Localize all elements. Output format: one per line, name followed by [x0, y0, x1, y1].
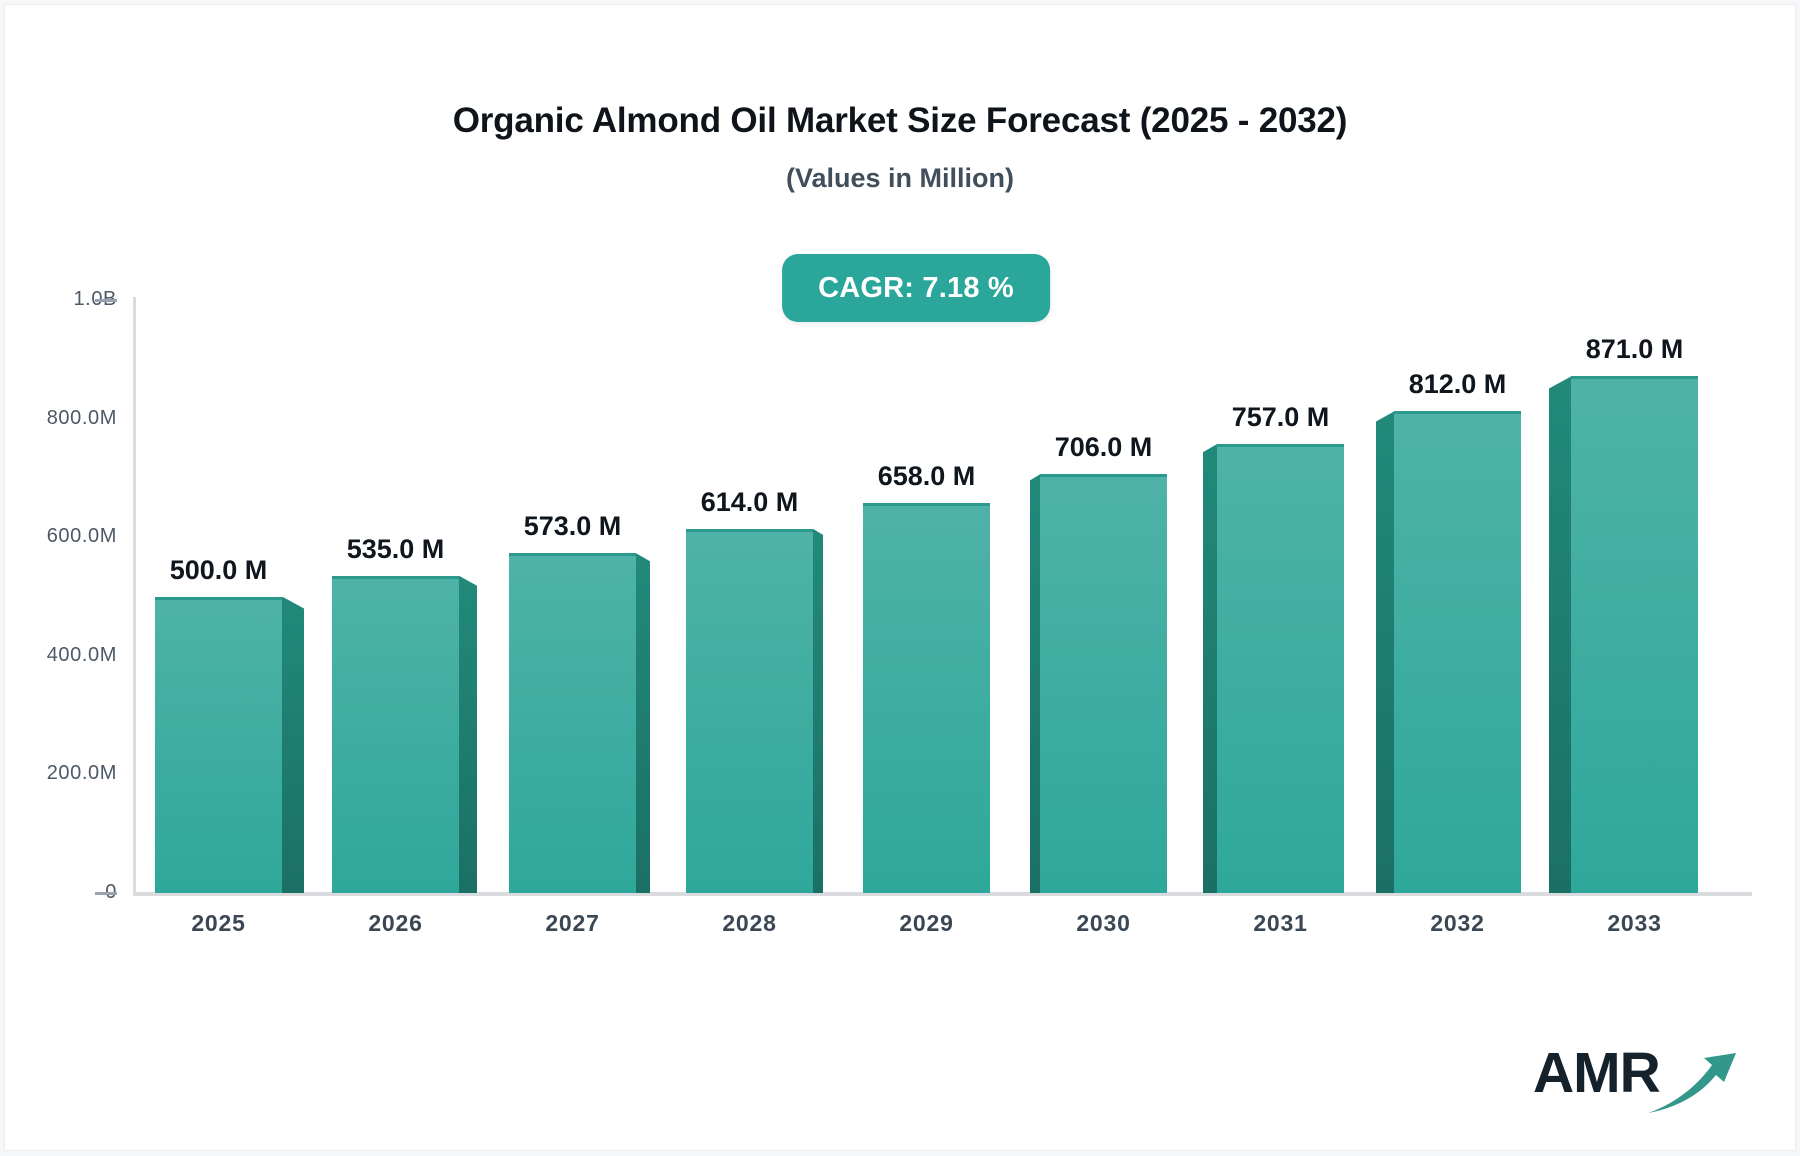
bar	[1571, 376, 1698, 893]
bar-side-face	[459, 575, 477, 893]
bar-side-face	[1376, 411, 1394, 893]
brand-logo-text: AMR	[1533, 1041, 1661, 1105]
bar-value-label: 871.0 M	[1585, 334, 1684, 365]
bar-side-face	[813, 528, 823, 893]
x-axis-label: 2026	[368, 910, 423, 936]
bar-value-label: 658.0 M	[877, 460, 976, 491]
x-axis-label: 2032	[1430, 910, 1485, 936]
bar-value-label: 535.0 M	[346, 533, 445, 564]
x-axis-label: 2027	[545, 910, 600, 936]
x-axis-label: 2029	[899, 910, 954, 936]
bar	[332, 575, 459, 893]
brand-logo: AMR	[1533, 1041, 1742, 1117]
chart-subtitle: (Values in Million)	[785, 163, 1015, 193]
bar-value-label: 614.0 M	[700, 486, 799, 517]
y-axis-label: 200.0M	[46, 762, 117, 785]
bar-value-label: 500.0 M	[169, 554, 268, 585]
y-axis-line	[133, 297, 136, 896]
bar-value-label: 706.0 M	[1054, 432, 1153, 463]
bar-side-face	[1203, 444, 1217, 893]
y-axis-tick	[95, 299, 117, 302]
growth-arrow-icon	[1647, 1053, 1736, 1113]
x-axis-label: 2025	[191, 910, 246, 936]
bar	[1217, 444, 1344, 893]
y-axis-label: 800.0M	[46, 406, 117, 429]
bar	[863, 502, 990, 893]
bar	[1040, 474, 1167, 893]
y-axis-label: 400.0M	[46, 643, 117, 666]
y-axis-label: 1.0B	[5, 288, 117, 311]
x-axis-line	[133, 892, 1752, 896]
cagr-badge: CAGR: 7.18 %	[782, 254, 1050, 322]
chart-title: Organic Almond Oil Market Size Forecast …	[452, 101, 1348, 140]
bar-side-face	[636, 553, 650, 893]
chart-card: Organic Almond Oil Market Size Forecast …	[4, 4, 1796, 1151]
cagr-badge-label: CAGR: 7.18 %	[818, 271, 1014, 304]
bar	[509, 553, 636, 893]
x-axis-label: 2030	[1076, 910, 1131, 936]
bar	[155, 596, 282, 893]
bar-side-face	[1549, 376, 1571, 893]
bar	[1394, 411, 1521, 893]
bar-value-label: 573.0 M	[523, 511, 622, 542]
x-axis-label: 2033	[1607, 910, 1662, 936]
y-axis-tick	[95, 892, 117, 895]
bar	[686, 528, 813, 893]
bar-side-face	[282, 596, 304, 893]
bar-value-label: 757.0 M	[1231, 402, 1330, 433]
x-axis-label: 2028	[722, 910, 777, 936]
y-axis-label: 600.0M	[46, 525, 117, 548]
x-axis-label: 2031	[1253, 910, 1308, 936]
bar-side-face	[1030, 474, 1040, 893]
bar-value-label: 812.0 M	[1408, 369, 1507, 400]
